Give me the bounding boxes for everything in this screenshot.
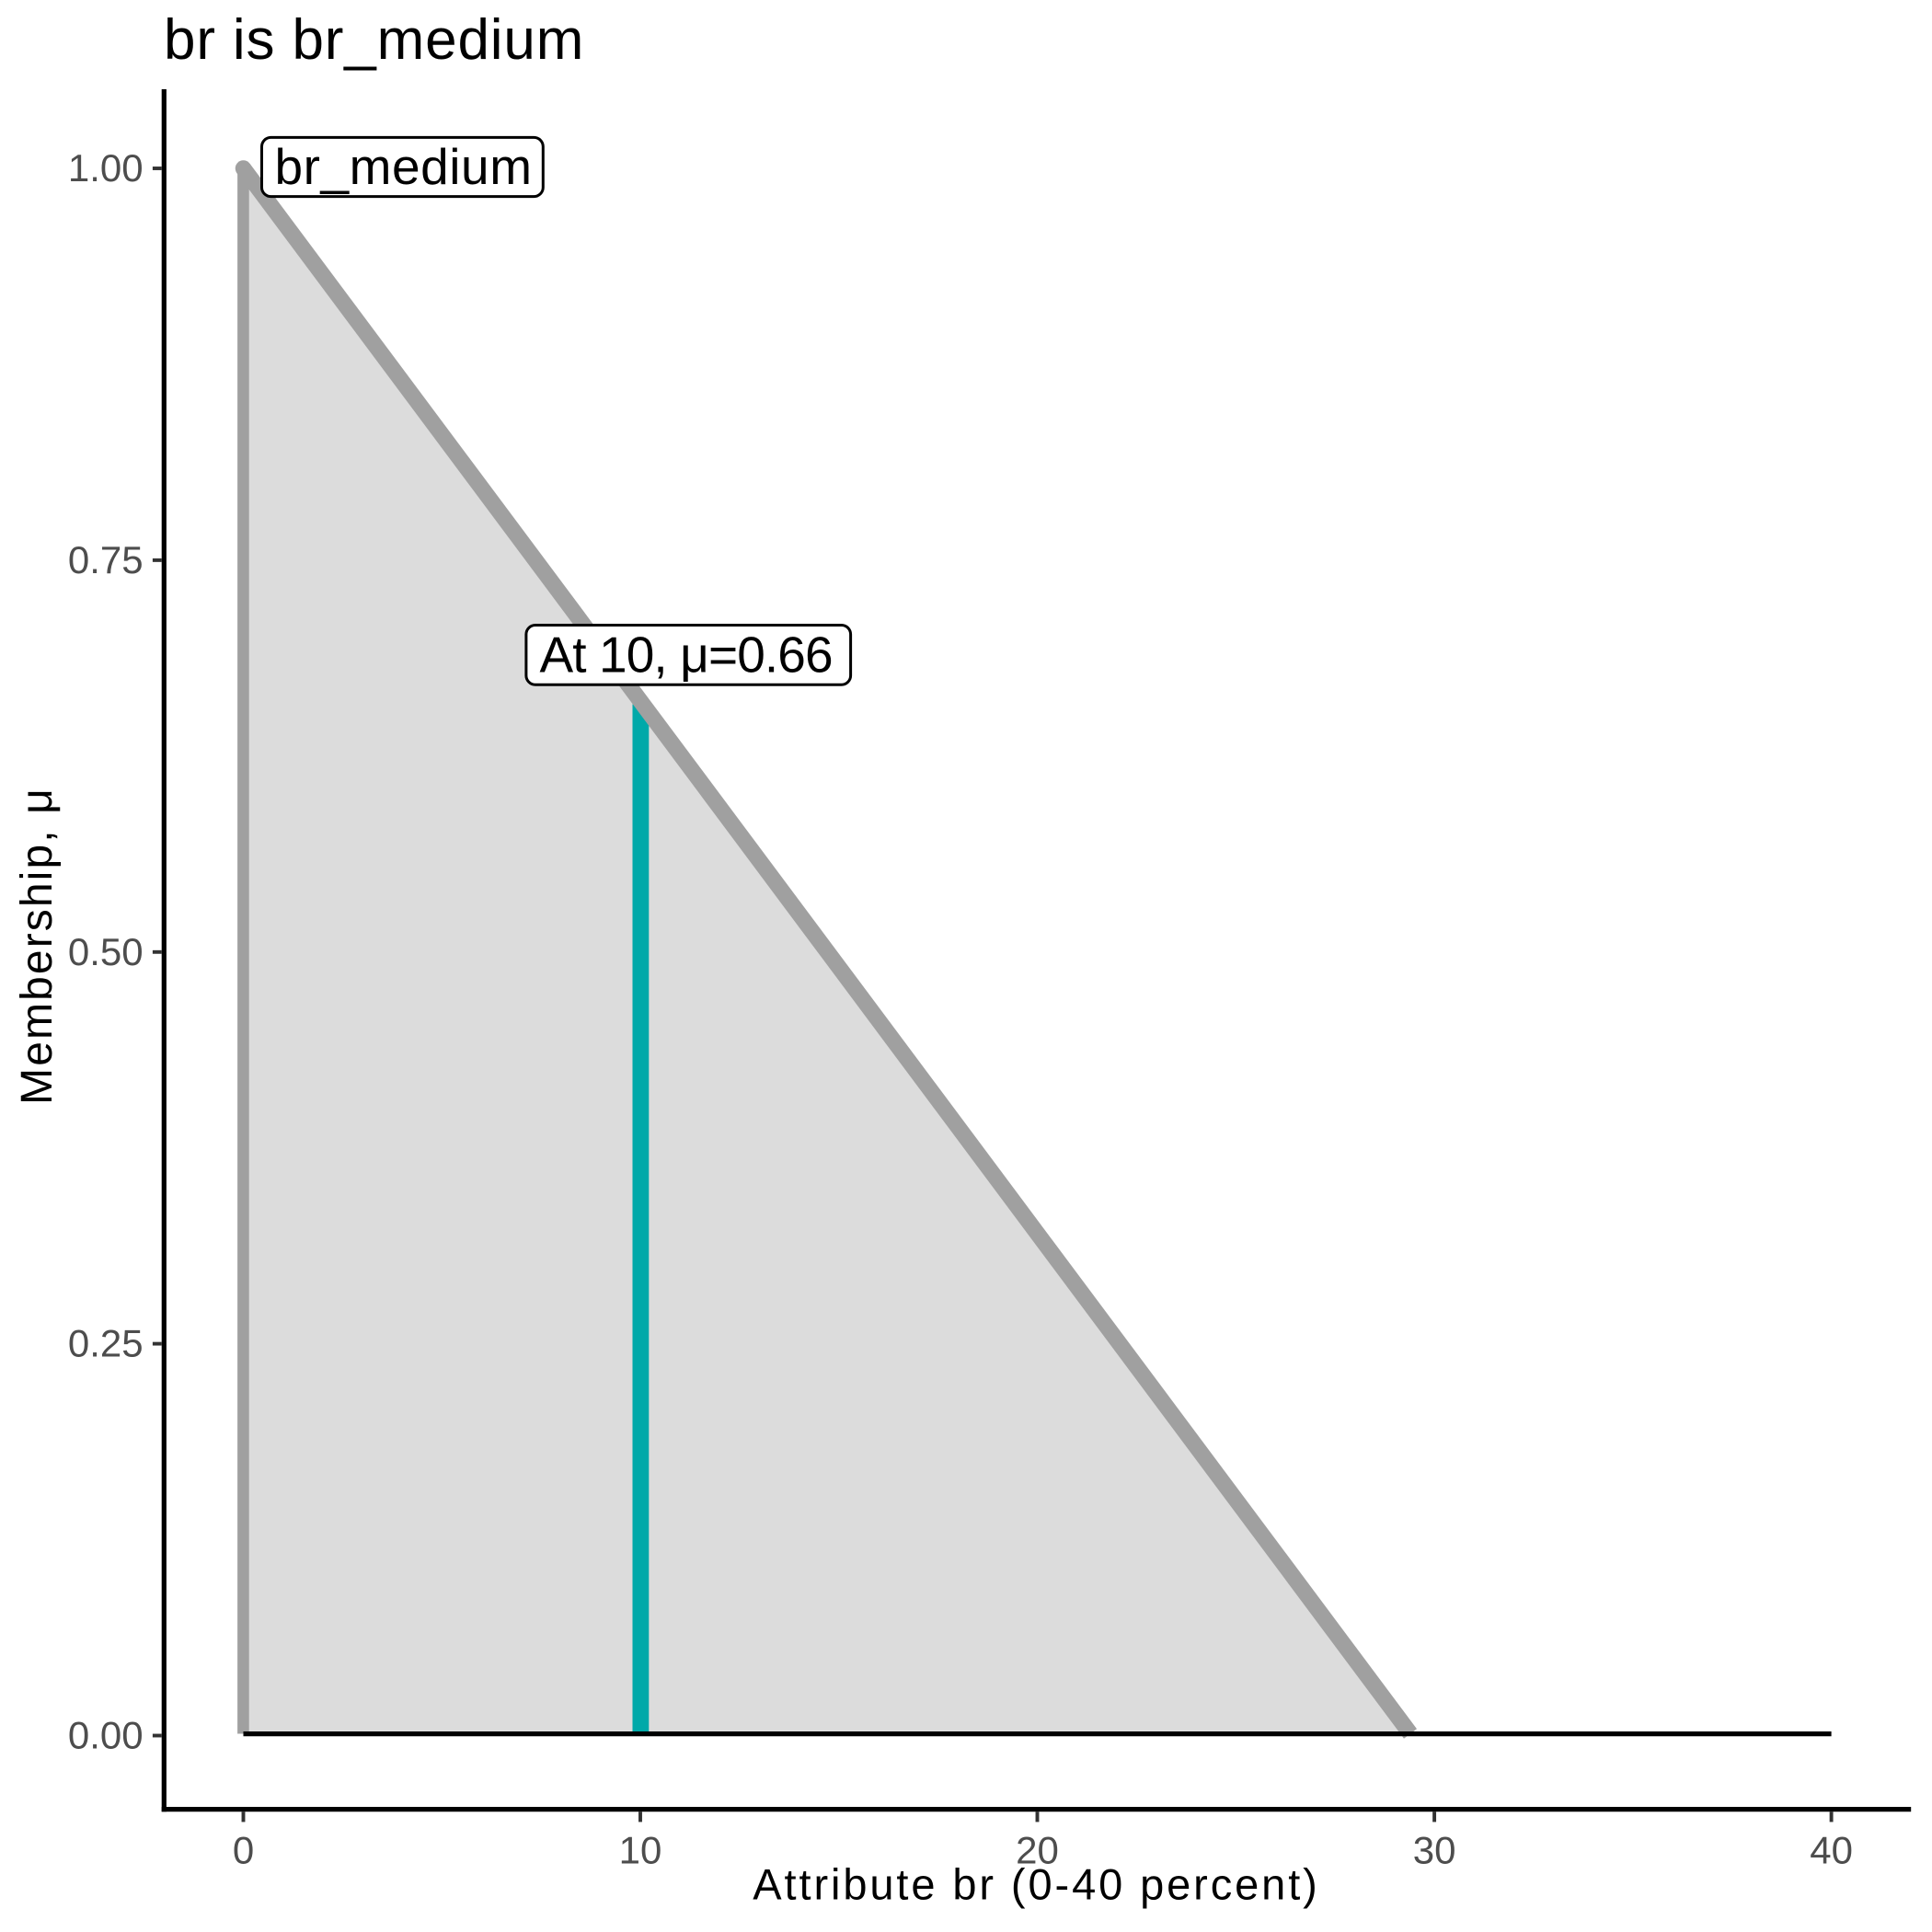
svg-text:Attribute br (0-40 percent): Attribute br (0-40 percent) [753,1860,1319,1909]
svg-text:br_medium: br_medium [275,138,533,195]
svg-text:1.00: 1.00 [68,146,144,190]
svg-text:30: 30 [1413,1829,1456,1872]
svg-text:0.25: 0.25 [68,1322,144,1365]
svg-text:0.75: 0.75 [68,538,144,581]
svg-text:20: 20 [1016,1829,1059,1872]
svg-text:br is br_medium: br is br_medium [164,8,584,72]
svg-text:10: 10 [619,1829,662,1872]
svg-text:0.00: 0.00 [68,1714,144,1757]
svg-text:40: 40 [1810,1829,1853,1872]
svg-text:Membership, μ: Membership, μ [13,787,62,1105]
svg-text:0: 0 [233,1829,254,1872]
svg-text:At 10, μ=0.66: At 10, μ=0.66 [540,627,833,684]
svg-text:0.50: 0.50 [68,930,144,973]
